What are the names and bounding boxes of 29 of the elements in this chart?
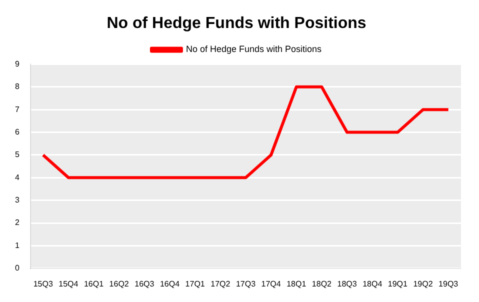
- x-tick-label: 17Q3: [236, 279, 256, 288]
- y-tick-label: 3: [14, 196, 20, 205]
- y-tick-label: 8: [14, 82, 20, 92]
- y-tick-label: 9: [14, 59, 20, 68]
- y-tick-label: 7: [14, 104, 20, 114]
- y-tick-label: 0: [14, 264, 20, 273]
- x-tick-label: 16Q2: [109, 279, 130, 288]
- x-tick-label: 18Q1: [286, 279, 307, 288]
- x-tick-label: 18Q3: [337, 279, 358, 288]
- chart-title: No of Hedge Funds with Positions: [106, 15, 366, 32]
- y-tick-label: 4: [14, 172, 20, 182]
- x-tick-label: 17Q4: [261, 279, 282, 288]
- x-tick-label: 17Q2: [210, 279, 231, 288]
- y-tick-label: 6: [14, 127, 20, 136]
- y-tick-label: 5: [14, 150, 20, 160]
- x-tick-label: 19Q2: [413, 279, 434, 288]
- x-tick-label: 19Q3: [438, 279, 459, 288]
- x-tick-label: 18Q2: [312, 279, 332, 288]
- legend-label: No of Hedge Funds with Positions: [186, 44, 322, 54]
- y-tick-label: 2: [14, 218, 20, 228]
- y-tick-label: 1: [14, 240, 20, 250]
- x-tick-label: 16Q4: [160, 279, 180, 288]
- x-tick-label: 15Q3: [33, 279, 54, 288]
- x-tick-label: 19Q1: [388, 279, 408, 288]
- x-tick-label: 16Q1: [84, 279, 104, 288]
- x-tick-label: 15Q4: [58, 279, 79, 288]
- x-tick-label: 17Q1: [185, 279, 206, 288]
- x-tick-label: 16Q3: [134, 279, 155, 288]
- x-tick-label: 18Q4: [362, 279, 383, 288]
